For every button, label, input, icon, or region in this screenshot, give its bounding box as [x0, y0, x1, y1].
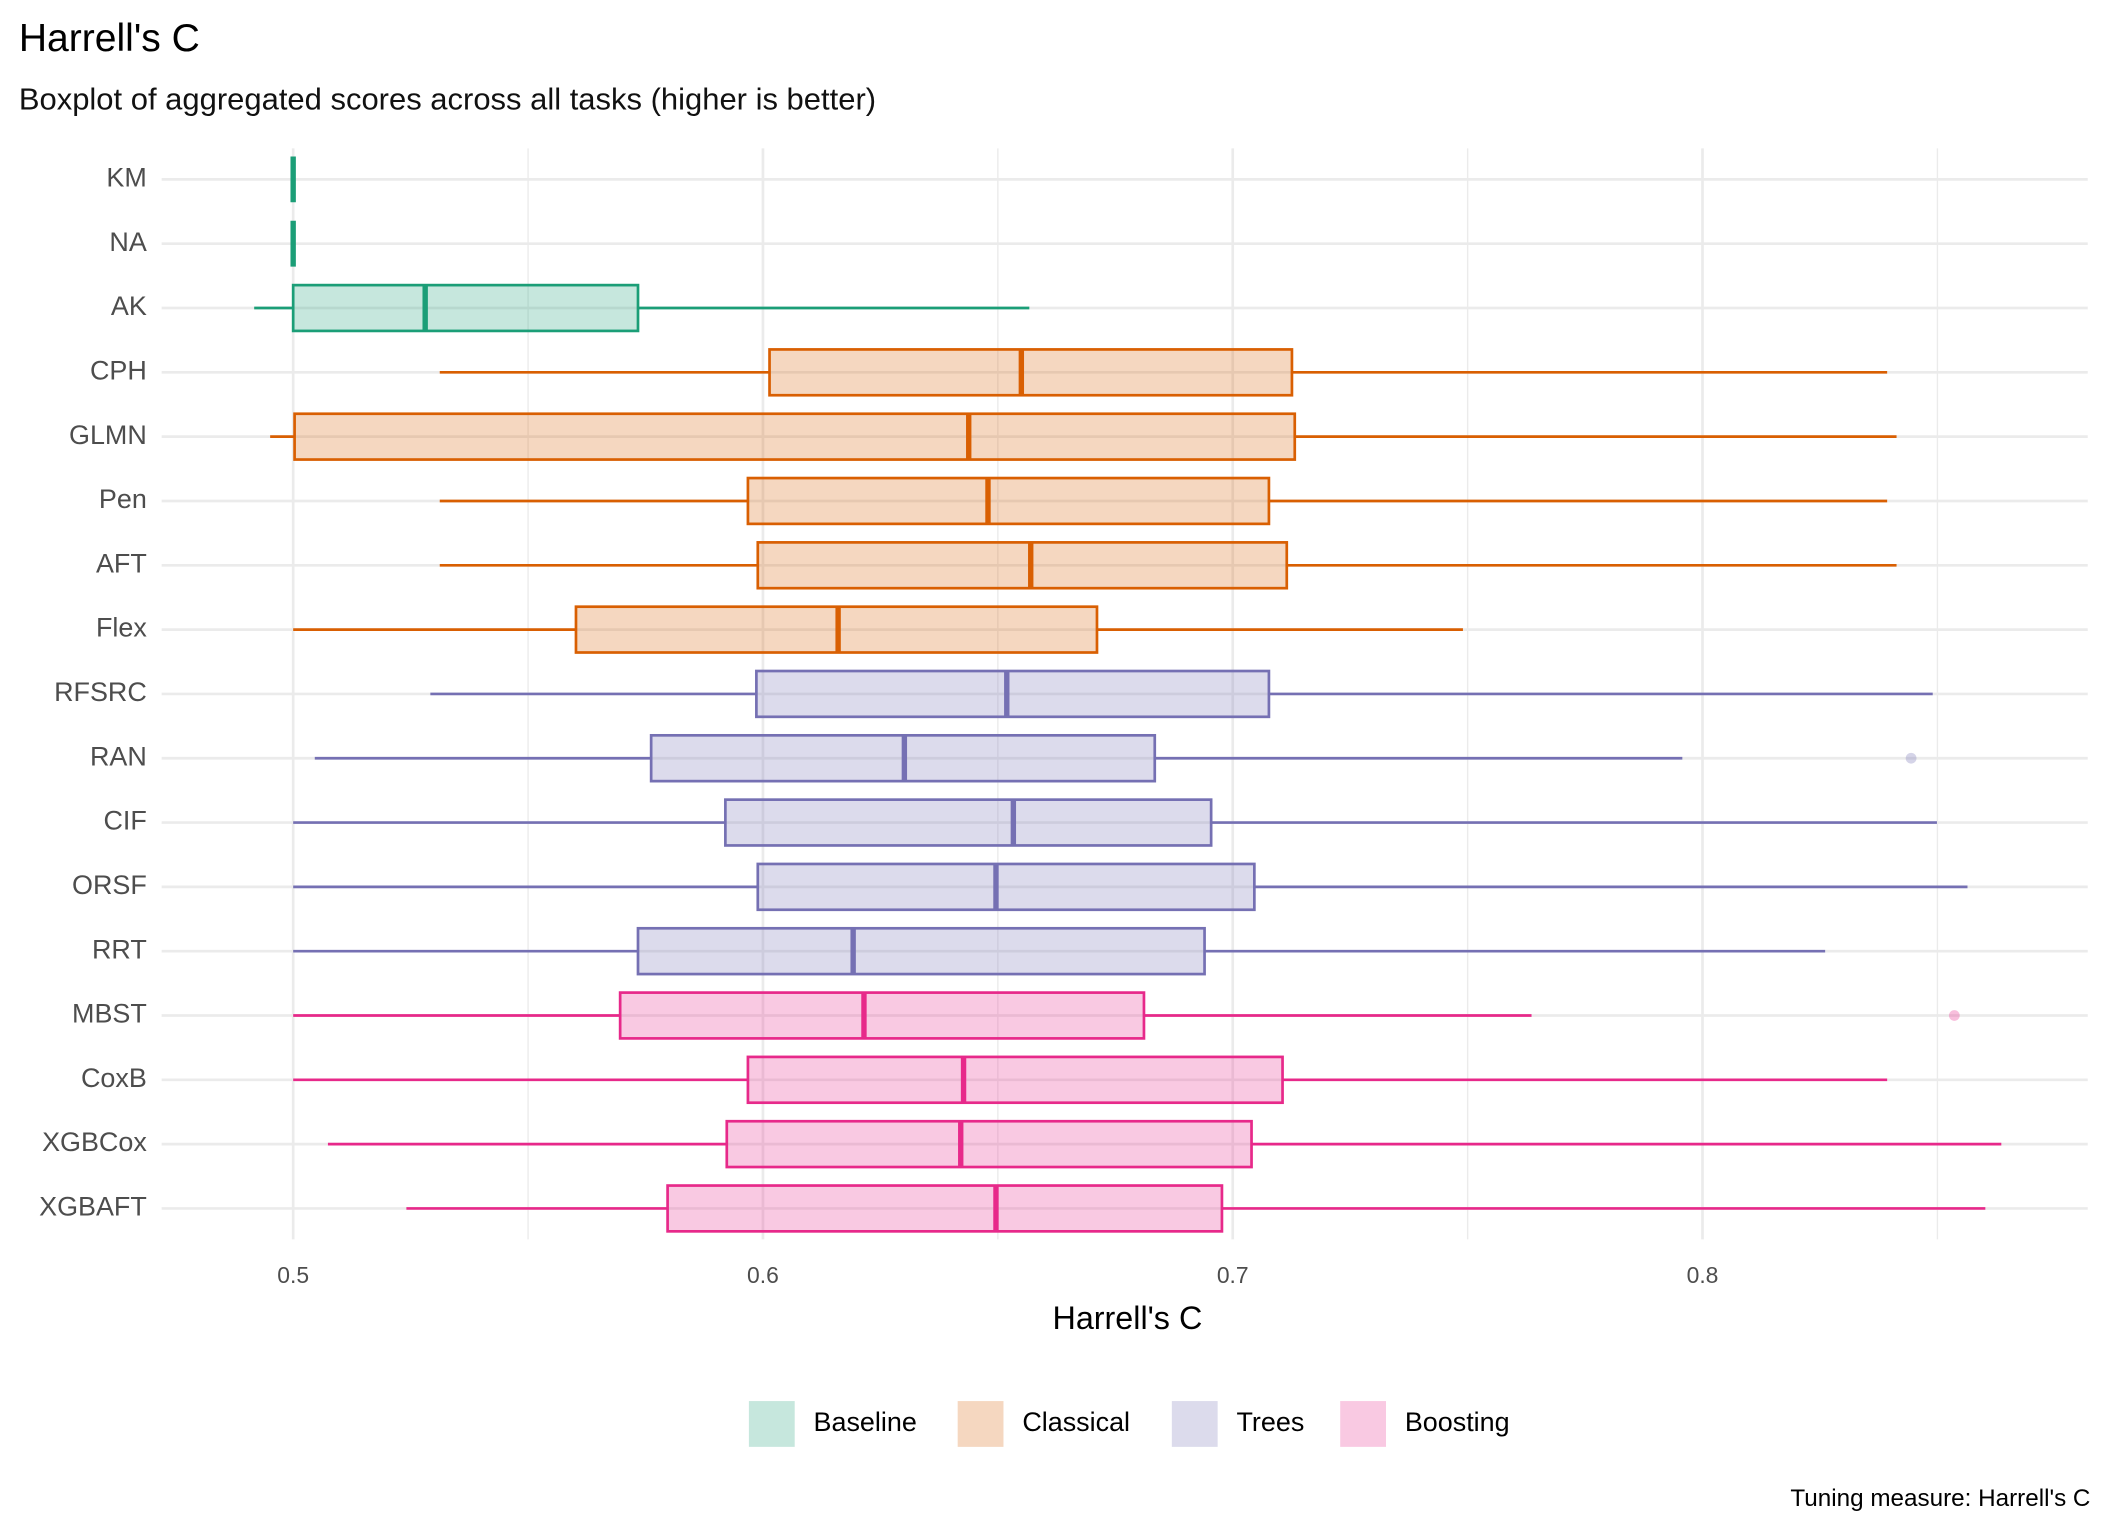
x-tick-label: 0.7 — [1217, 1262, 1249, 1288]
y-tick-label: RFSRC — [54, 677, 147, 707]
box — [293, 412, 1297, 461]
box — [755, 669, 1271, 719]
box — [636, 926, 1206, 976]
y-tick-label: CoxB — [81, 1063, 147, 1093]
y-tick-label: NA — [109, 227, 146, 257]
legend-label: Boosting — [1405, 1407, 1510, 1437]
y-tick-label: RRT — [92, 934, 147, 964]
box — [768, 348, 1294, 397]
y-tick-label: CIF — [103, 806, 146, 836]
x-tick-label: 0.5 — [277, 1262, 309, 1288]
legend-key — [748, 1401, 795, 1447]
box — [291, 283, 640, 333]
box — [746, 476, 1271, 526]
legend-key — [1171, 1401, 1218, 1447]
legend-label: Baseline — [814, 1407, 917, 1437]
legend-key — [957, 1401, 1004, 1447]
y-tick-label: XGBCox — [42, 1127, 147, 1157]
legend-key — [1340, 1401, 1386, 1447]
y-tick-label: ORSF — [72, 870, 147, 900]
box — [724, 798, 1213, 847]
y-tick-label: Flex — [96, 613, 147, 643]
box — [618, 991, 1146, 1040]
box — [666, 1184, 1224, 1233]
y-tick-label: AK — [111, 291, 147, 321]
y-tick-label: CPH — [90, 355, 147, 385]
box — [756, 862, 1256, 912]
legend-label: Classical — [1022, 1407, 1130, 1437]
y-tick-label: KM — [106, 162, 146, 192]
caption: Tuning measure: Harrell's C — [1790, 1485, 2090, 1512]
box — [725, 1119, 1253, 1169]
y-tick-label: RAN — [90, 741, 147, 771]
box — [756, 541, 1289, 590]
x-tick-label: 0.8 — [1687, 1262, 1719, 1288]
y-tick-label: MBST — [72, 999, 147, 1029]
outlier — [1905, 752, 1917, 764]
y-tick-label: XGBAFT — [39, 1192, 147, 1222]
outlier — [1948, 1010, 1960, 1021]
y-tick-label: GLMN — [69, 420, 147, 450]
legend-label: Trees — [1236, 1407, 1304, 1437]
box — [746, 1055, 1284, 1105]
plot-area: KM NA AK CPH GLMN Pen AFT Flex RFSRC RAN CIF ORSF RR… — [39, 156, 2002, 1233]
chart-title: Harrell's C — [19, 17, 200, 60]
legend: Baseline Classical Trees Boosting — [748, 1401, 1510, 1447]
chart-subtitle: Boxplot of aggregated scores across all … — [19, 81, 876, 116]
y-tick-label: Pen — [99, 484, 147, 514]
y-tick-label: AFT — [96, 548, 147, 578]
x-axis-label: Harrell's C — [1052, 1300, 1202, 1336]
x-tick-label: 0.6 — [747, 1262, 779, 1288]
